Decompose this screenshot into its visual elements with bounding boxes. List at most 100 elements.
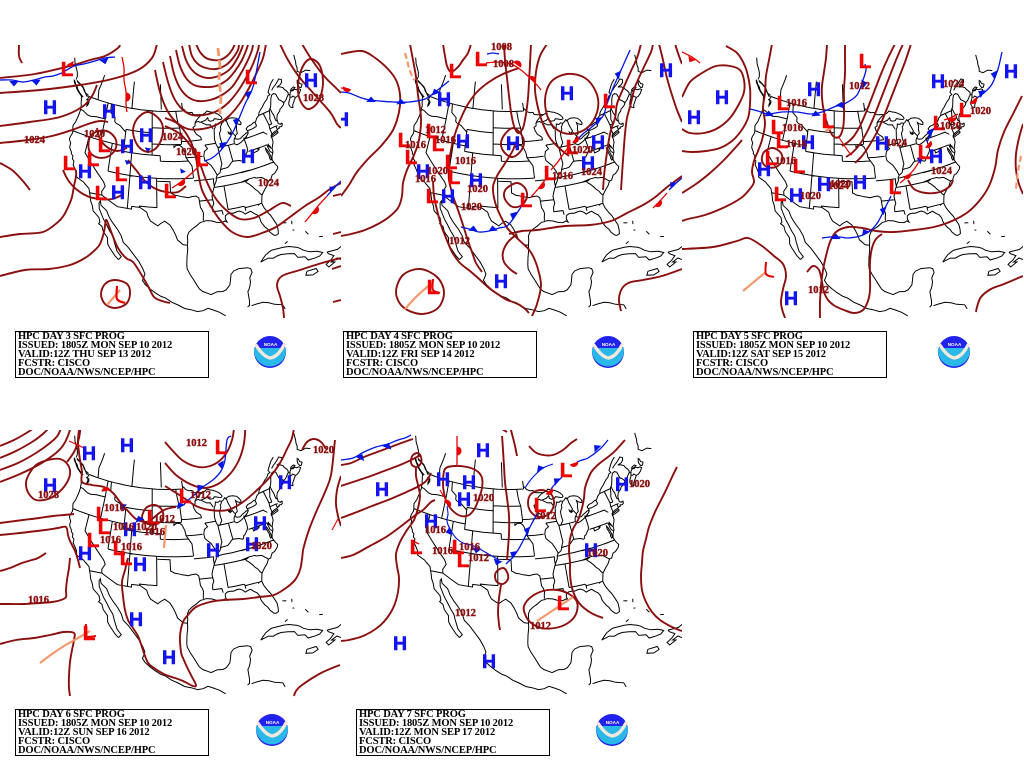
svg-text:H: H <box>560 83 574 105</box>
svg-text:1016: 1016 <box>415 174 436 185</box>
svg-text:L: L <box>96 503 109 526</box>
svg-text:H: H <box>441 186 455 208</box>
svg-text:H: H <box>129 609 143 631</box>
svg-text:H: H <box>462 472 476 494</box>
svg-text:1012: 1012 <box>808 285 829 296</box>
svg-text:H: H <box>687 107 701 129</box>
svg-text:L: L <box>113 537 126 560</box>
svg-text:L: L <box>426 185 439 208</box>
svg-text:L: L <box>98 516 111 539</box>
svg-text:1020: 1020 <box>587 548 608 559</box>
svg-text:H: H <box>659 60 673 82</box>
svg-text:L: L <box>426 120 439 143</box>
svg-text:1016: 1016 <box>552 171 573 182</box>
svg-text:1012: 1012 <box>530 621 551 632</box>
svg-text:H: H <box>436 469 450 491</box>
svg-text:1020: 1020 <box>427 166 448 177</box>
svg-text:L: L <box>405 146 418 169</box>
svg-text:1012: 1012 <box>425 125 446 136</box>
svg-text:L: L <box>557 592 570 615</box>
svg-text:L: L <box>859 50 872 73</box>
svg-text:H: H <box>375 479 389 501</box>
svg-text:L: L <box>776 130 789 153</box>
svg-text:H: H <box>133 554 147 576</box>
svg-text:H: H <box>393 633 407 655</box>
svg-text:L: L <box>445 151 458 174</box>
svg-text:L: L <box>98 134 111 157</box>
svg-text:H: H <box>931 71 945 93</box>
svg-text:H: H <box>1004 61 1018 83</box>
svg-text:H: H <box>817 174 831 196</box>
svg-text:1028: 1028 <box>38 490 59 501</box>
svg-text:L: L <box>87 148 100 171</box>
svg-text:L: L <box>215 436 228 459</box>
svg-text:1012: 1012 <box>154 514 175 525</box>
svg-text:1024: 1024 <box>886 138 908 149</box>
svg-text:L: L <box>164 180 177 203</box>
svg-text:1016: 1016 <box>113 522 134 533</box>
svg-text:L: L <box>83 622 96 645</box>
svg-text:L: L <box>793 155 806 178</box>
svg-text:L: L <box>196 148 209 171</box>
svg-text:1024: 1024 <box>828 181 850 192</box>
svg-text:H: H <box>469 170 483 192</box>
svg-text:H: H <box>807 79 821 101</box>
svg-text:L: L <box>87 529 100 552</box>
svg-text:1020: 1020 <box>176 147 197 158</box>
svg-text:H: H <box>43 475 57 497</box>
svg-text:L: L <box>933 112 946 135</box>
svg-text:H: H <box>120 136 134 158</box>
svg-text:L: L <box>427 276 440 299</box>
svg-text:1012: 1012 <box>849 81 870 92</box>
svg-text:1016: 1016 <box>455 156 476 167</box>
svg-text:H: H <box>581 153 595 175</box>
svg-text:1016: 1016 <box>775 156 796 167</box>
svg-text:1008: 1008 <box>493 59 514 70</box>
svg-text:H: H <box>304 70 318 92</box>
svg-text:L: L <box>410 536 423 559</box>
svg-text:1008: 1008 <box>491 42 512 53</box>
svg-text:L: L <box>115 163 128 186</box>
svg-text:1020: 1020 <box>84 129 105 140</box>
svg-text:1020: 1020 <box>467 184 488 195</box>
svg-text:H: H <box>253 513 267 535</box>
svg-text:L: L <box>520 189 533 212</box>
svg-text:L: L <box>452 536 465 559</box>
svg-text:1024: 1024 <box>943 79 965 90</box>
svg-text:L: L <box>765 147 778 170</box>
svg-text:1012: 1012 <box>455 608 476 619</box>
svg-text:H: H <box>341 109 349 131</box>
svg-text:H: H <box>43 97 57 119</box>
svg-text:1012: 1012 <box>468 553 489 564</box>
svg-text:H: H <box>139 125 153 147</box>
svg-text:1020: 1020 <box>313 445 334 456</box>
svg-text:L: L <box>457 549 470 572</box>
svg-text:1024: 1024 <box>931 166 953 177</box>
svg-text:L: L <box>95 182 108 205</box>
svg-text:H: H <box>424 511 438 533</box>
svg-text:1024: 1024 <box>258 178 280 189</box>
svg-text:H: H <box>278 472 292 494</box>
svg-text:L: L <box>822 110 835 133</box>
svg-text:1016: 1016 <box>435 135 456 146</box>
svg-text:L: L <box>771 116 784 139</box>
svg-text:1020: 1020 <box>251 541 272 552</box>
svg-text:1016: 1016 <box>786 139 807 150</box>
svg-text:H: H <box>789 185 803 207</box>
svg-text:L: L <box>774 183 787 206</box>
svg-text:H: H <box>584 540 598 562</box>
svg-text:1012: 1012 <box>190 490 211 501</box>
svg-text:1016: 1016 <box>405 140 426 151</box>
svg-text:H: H <box>437 89 451 111</box>
svg-text:H: H <box>120 435 134 457</box>
svg-text:H: H <box>416 161 430 183</box>
svg-text:H: H <box>853 172 867 194</box>
svg-text:H: H <box>245 534 259 556</box>
svg-text:1024: 1024 <box>24 135 46 146</box>
svg-text:1020: 1020 <box>473 493 494 504</box>
svg-text:L: L <box>560 459 573 482</box>
svg-text:L: L <box>245 66 258 89</box>
svg-text:1012: 1012 <box>186 438 207 449</box>
svg-text:L: L <box>544 162 557 185</box>
svg-text:H: H <box>102 101 116 123</box>
